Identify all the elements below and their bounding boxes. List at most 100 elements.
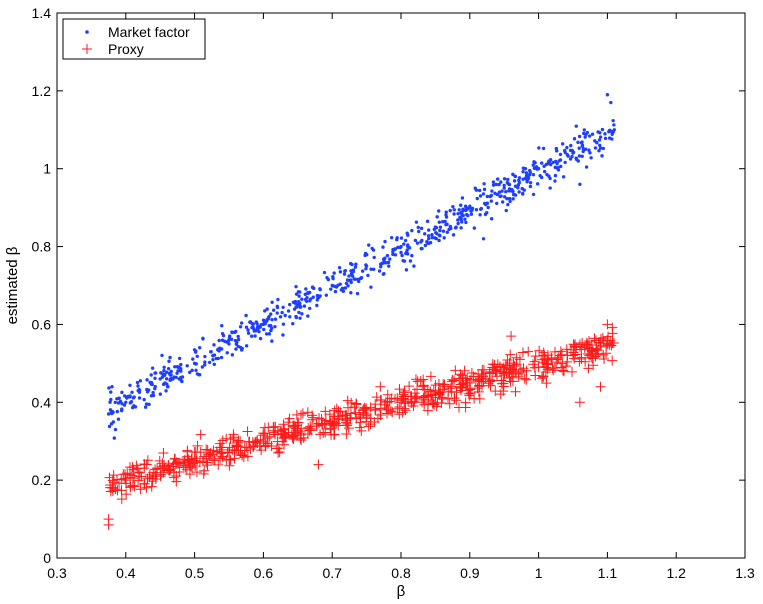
data-point [598, 146, 603, 150]
data-point [395, 237, 399, 242]
legend-marker-proxy [82, 44, 92, 54]
data-point [154, 371, 158, 375]
data-point [599, 353, 610, 364]
data-point [288, 315, 292, 319]
data-point [215, 453, 226, 464]
data-point [551, 357, 562, 368]
y-tick-label: 0.6 [32, 316, 52, 332]
data-point [399, 250, 403, 255]
data-point [169, 369, 173, 374]
data-point [315, 293, 320, 298]
data-point [191, 455, 202, 466]
data-point [242, 426, 253, 437]
data-point [217, 338, 221, 343]
data-point [406, 243, 410, 247]
data-point [342, 420, 353, 431]
data-point [418, 380, 429, 391]
data-point [124, 400, 128, 404]
data-point [217, 435, 228, 446]
data-point [469, 393, 480, 404]
data-point [504, 189, 508, 194]
data-point [479, 207, 483, 211]
data-point [432, 227, 437, 232]
data-point [438, 225, 443, 229]
data-point [176, 365, 180, 369]
data-point [364, 267, 368, 271]
data-point [272, 308, 276, 312]
data-point [122, 394, 127, 398]
data-point [367, 243, 371, 247]
data-point [211, 358, 215, 362]
data-point [213, 459, 224, 470]
data-point [400, 253, 404, 258]
data-point [236, 334, 240, 339]
data-point [351, 268, 356, 272]
data-point [541, 378, 552, 389]
data-point [605, 93, 610, 97]
data-point [521, 170, 525, 174]
data-point [404, 381, 415, 392]
data-point [219, 355, 224, 360]
y-axis-label: estimated β [4, 246, 21, 324]
data-point [107, 424, 112, 429]
data-point [502, 195, 507, 199]
data-point [547, 159, 551, 163]
data-point [246, 331, 251, 335]
data-point [151, 468, 162, 479]
data-point [463, 217, 467, 221]
data-point [465, 212, 469, 217]
data-point [298, 301, 302, 306]
data-point [580, 154, 584, 158]
data-point [377, 269, 382, 273]
data-point [350, 262, 354, 267]
data-point [173, 365, 177, 369]
data-point [413, 238, 418, 243]
x-tick-label: 0.3 [47, 565, 67, 581]
data-point [269, 326, 274, 330]
data-point [533, 161, 537, 165]
data-point [569, 143, 573, 148]
data-point [164, 389, 168, 393]
data-point [277, 429, 288, 440]
data-point [589, 333, 600, 344]
data-point [489, 217, 494, 221]
data-point [207, 360, 212, 365]
data-point [562, 148, 567, 153]
data-point [191, 467, 202, 478]
data-point [382, 397, 393, 408]
data-point [445, 383, 456, 394]
data-point [162, 369, 166, 373]
data-point [160, 353, 164, 358]
data-point [228, 429, 239, 440]
data-point [315, 303, 319, 308]
legend-label-proxy: Proxy [108, 41, 144, 57]
data-point [197, 346, 202, 350]
data-point [425, 371, 436, 382]
data-point [495, 389, 506, 400]
data-point [421, 390, 432, 401]
data-point [465, 374, 476, 385]
data-point [558, 152, 563, 157]
data-point [506, 177, 510, 182]
data-point [116, 494, 127, 505]
data-point [201, 336, 205, 341]
data-point [345, 408, 356, 419]
data-point [134, 471, 145, 482]
data-point [283, 313, 287, 318]
data-point [266, 316, 271, 320]
data-point [356, 279, 361, 283]
data-point [542, 364, 553, 375]
data-point [322, 270, 327, 275]
data-point [224, 454, 235, 465]
data-point [450, 365, 461, 376]
data-point [523, 346, 534, 357]
x-tick-label: 1.2 [666, 565, 686, 581]
data-point [116, 417, 121, 421]
data-point [426, 241, 431, 246]
data-point [437, 394, 448, 405]
data-point [297, 408, 308, 419]
data-point [492, 359, 503, 370]
data-point [574, 397, 585, 408]
data-point [259, 323, 263, 327]
data-point [294, 292, 299, 296]
